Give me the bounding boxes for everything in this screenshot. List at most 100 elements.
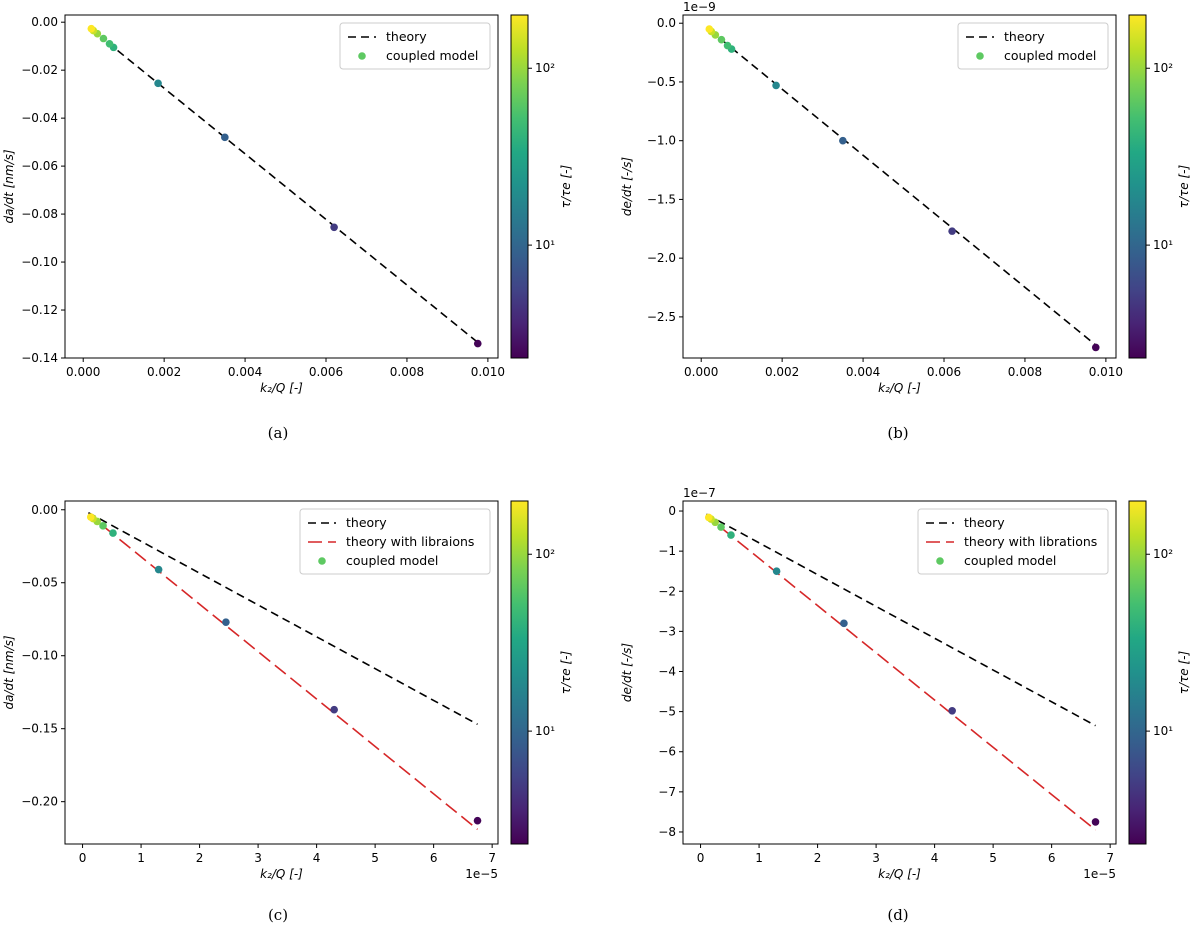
y-axis-label: da/dt [nm/s] xyxy=(2,149,16,223)
legend-label: coupled model xyxy=(964,553,1056,568)
legend-label: theory xyxy=(346,515,387,530)
axes-frame xyxy=(682,14,1117,359)
data-point xyxy=(723,41,732,50)
colorbar-tick-label: 10² xyxy=(1153,61,1173,75)
legend: theory theory with librations coupled mode… xyxy=(917,508,1109,575)
data-point xyxy=(1091,343,1100,352)
x-tick-label: 3 xyxy=(254,851,262,865)
legend-marker-coupled xyxy=(936,557,944,565)
y-tick-label: −0.5 xyxy=(647,75,676,89)
x-tick-label: 0.004 xyxy=(846,365,880,379)
y-tick-label: −0.10 xyxy=(21,255,58,269)
y-tick-label: −2.0 xyxy=(647,251,676,265)
x-axis-label: k₂/Q [-] xyxy=(878,381,921,395)
y-axis-label: de/dt [-/s] xyxy=(620,643,634,702)
colorbar-gradient xyxy=(510,500,529,845)
panel-a: 0.000 0.002 0.004 0.006 0.008 0.010 0.00 −0.02 −… xyxy=(2,14,573,442)
y-tick-label: −0.06 xyxy=(21,159,58,173)
y-tick-label: −0.15 xyxy=(21,722,58,736)
x-tick-label: 0.010 xyxy=(1089,365,1123,379)
y-tick-label: 0.00 xyxy=(31,15,58,29)
theory-line xyxy=(720,39,1097,346)
panel-d: 0 1 2 3 4 5 6 7 0 −1 −2 −3 −4 −5 −6 −7 −8 1e−5 1e−7 k₂/Q [-… xyxy=(620,486,1191,924)
x-tick-label: 1 xyxy=(755,851,763,865)
data-point xyxy=(705,25,714,33)
data-point xyxy=(1091,818,1100,826)
x-tick-label: 0.006 xyxy=(927,365,961,379)
data-point xyxy=(154,79,162,88)
x-axis-label: k₂/Q [-] xyxy=(878,867,921,881)
y-tick-label: −0.04 xyxy=(21,111,58,125)
legend: theory theory with libraions coupled model xyxy=(299,508,491,575)
panel-caption: (b) xyxy=(887,424,908,442)
colorbar-label: τ/τe [-] xyxy=(1177,164,1191,208)
x-tick-label: 0.008 xyxy=(1008,365,1042,379)
y-tick-label: −0.14 xyxy=(21,351,58,365)
data-point xyxy=(99,34,108,43)
theory-line xyxy=(706,513,1096,727)
colorbar: 10¹ 10² τ/τe [-] xyxy=(510,500,573,845)
colorbar-label: τ/τe [-] xyxy=(559,164,573,208)
data-point xyxy=(839,136,847,145)
panel-caption: (d) xyxy=(887,906,908,924)
x-tick-label: 0 xyxy=(697,851,705,865)
y-tick-label: −6 xyxy=(658,745,676,759)
data-point xyxy=(154,565,163,574)
theory-librations-line xyxy=(87,513,479,831)
colorbar-tick-label: 10¹ xyxy=(535,724,555,738)
x-tick-label: 6 xyxy=(1048,851,1056,865)
colorbar-tick-label: 10² xyxy=(1153,547,1173,561)
legend-marker-coupled xyxy=(976,52,984,60)
plot-area xyxy=(87,24,482,348)
y-tick-label: −0.10 xyxy=(21,649,58,663)
x-offset-text: 1e−5 xyxy=(1083,867,1116,881)
legend-box xyxy=(917,508,1109,575)
x-tick-label: 0.000 xyxy=(684,365,718,379)
theory-line xyxy=(106,41,479,344)
colorbar-tick-label: 10² xyxy=(535,61,555,75)
data-point xyxy=(99,522,107,530)
y-tick-label: −1.0 xyxy=(647,134,676,148)
data-point xyxy=(330,705,338,714)
x-tick-label: 0.002 xyxy=(147,365,181,379)
plot-area xyxy=(704,513,1100,831)
axes-frame xyxy=(64,14,499,359)
y-tick-label: 0.00 xyxy=(31,503,58,517)
data-point xyxy=(105,39,114,48)
legend-label: coupled model xyxy=(346,553,438,568)
x-tick-label: 0.004 xyxy=(228,365,262,379)
y-tick-label: −0.05 xyxy=(21,576,58,590)
data-point xyxy=(717,35,726,44)
data-point xyxy=(717,523,725,531)
y-tick-label: −0.08 xyxy=(21,207,58,221)
x-tick-label: 4 xyxy=(313,851,321,865)
legend-box xyxy=(299,508,491,575)
legend-label: theory xyxy=(1004,29,1045,44)
y-tick-label: 0 xyxy=(668,504,676,518)
data-point xyxy=(109,529,117,537)
colorbar: 10¹ 10² τ/τe [-] xyxy=(1128,14,1191,359)
x-tick-label: 7 xyxy=(1106,851,1114,865)
colorbar-label: τ/τe [-] xyxy=(1177,650,1191,694)
data-point xyxy=(772,567,781,576)
x-tick-label: 0.008 xyxy=(390,365,424,379)
y-axis-label: da/dt [nm/s] xyxy=(2,635,16,709)
x-tick-label: 0.006 xyxy=(309,365,343,379)
x-tick-label: 0.002 xyxy=(765,365,799,379)
y-tick-label: −3 xyxy=(658,624,676,638)
y-offset-text: 1e−9 xyxy=(683,0,716,14)
y-tick-label: −2 xyxy=(658,584,676,598)
data-point xyxy=(948,227,956,235)
x-tick-label: 6 xyxy=(430,851,438,865)
x-tick-label: 2 xyxy=(814,851,822,865)
axes-frame xyxy=(682,500,1117,845)
legend: theory coupled model xyxy=(957,22,1109,70)
y-tick-label: 0.0 xyxy=(657,16,676,30)
y-axis-label: de/dt [-/s] xyxy=(620,157,634,216)
data-point xyxy=(221,133,229,142)
legend-box xyxy=(957,22,1109,70)
colorbar-tick-label: 10¹ xyxy=(1153,724,1173,738)
colorbar: 10¹ 10² τ/τe [-] xyxy=(1128,500,1191,845)
legend-marker-coupled xyxy=(318,557,326,565)
data-point xyxy=(704,513,713,522)
